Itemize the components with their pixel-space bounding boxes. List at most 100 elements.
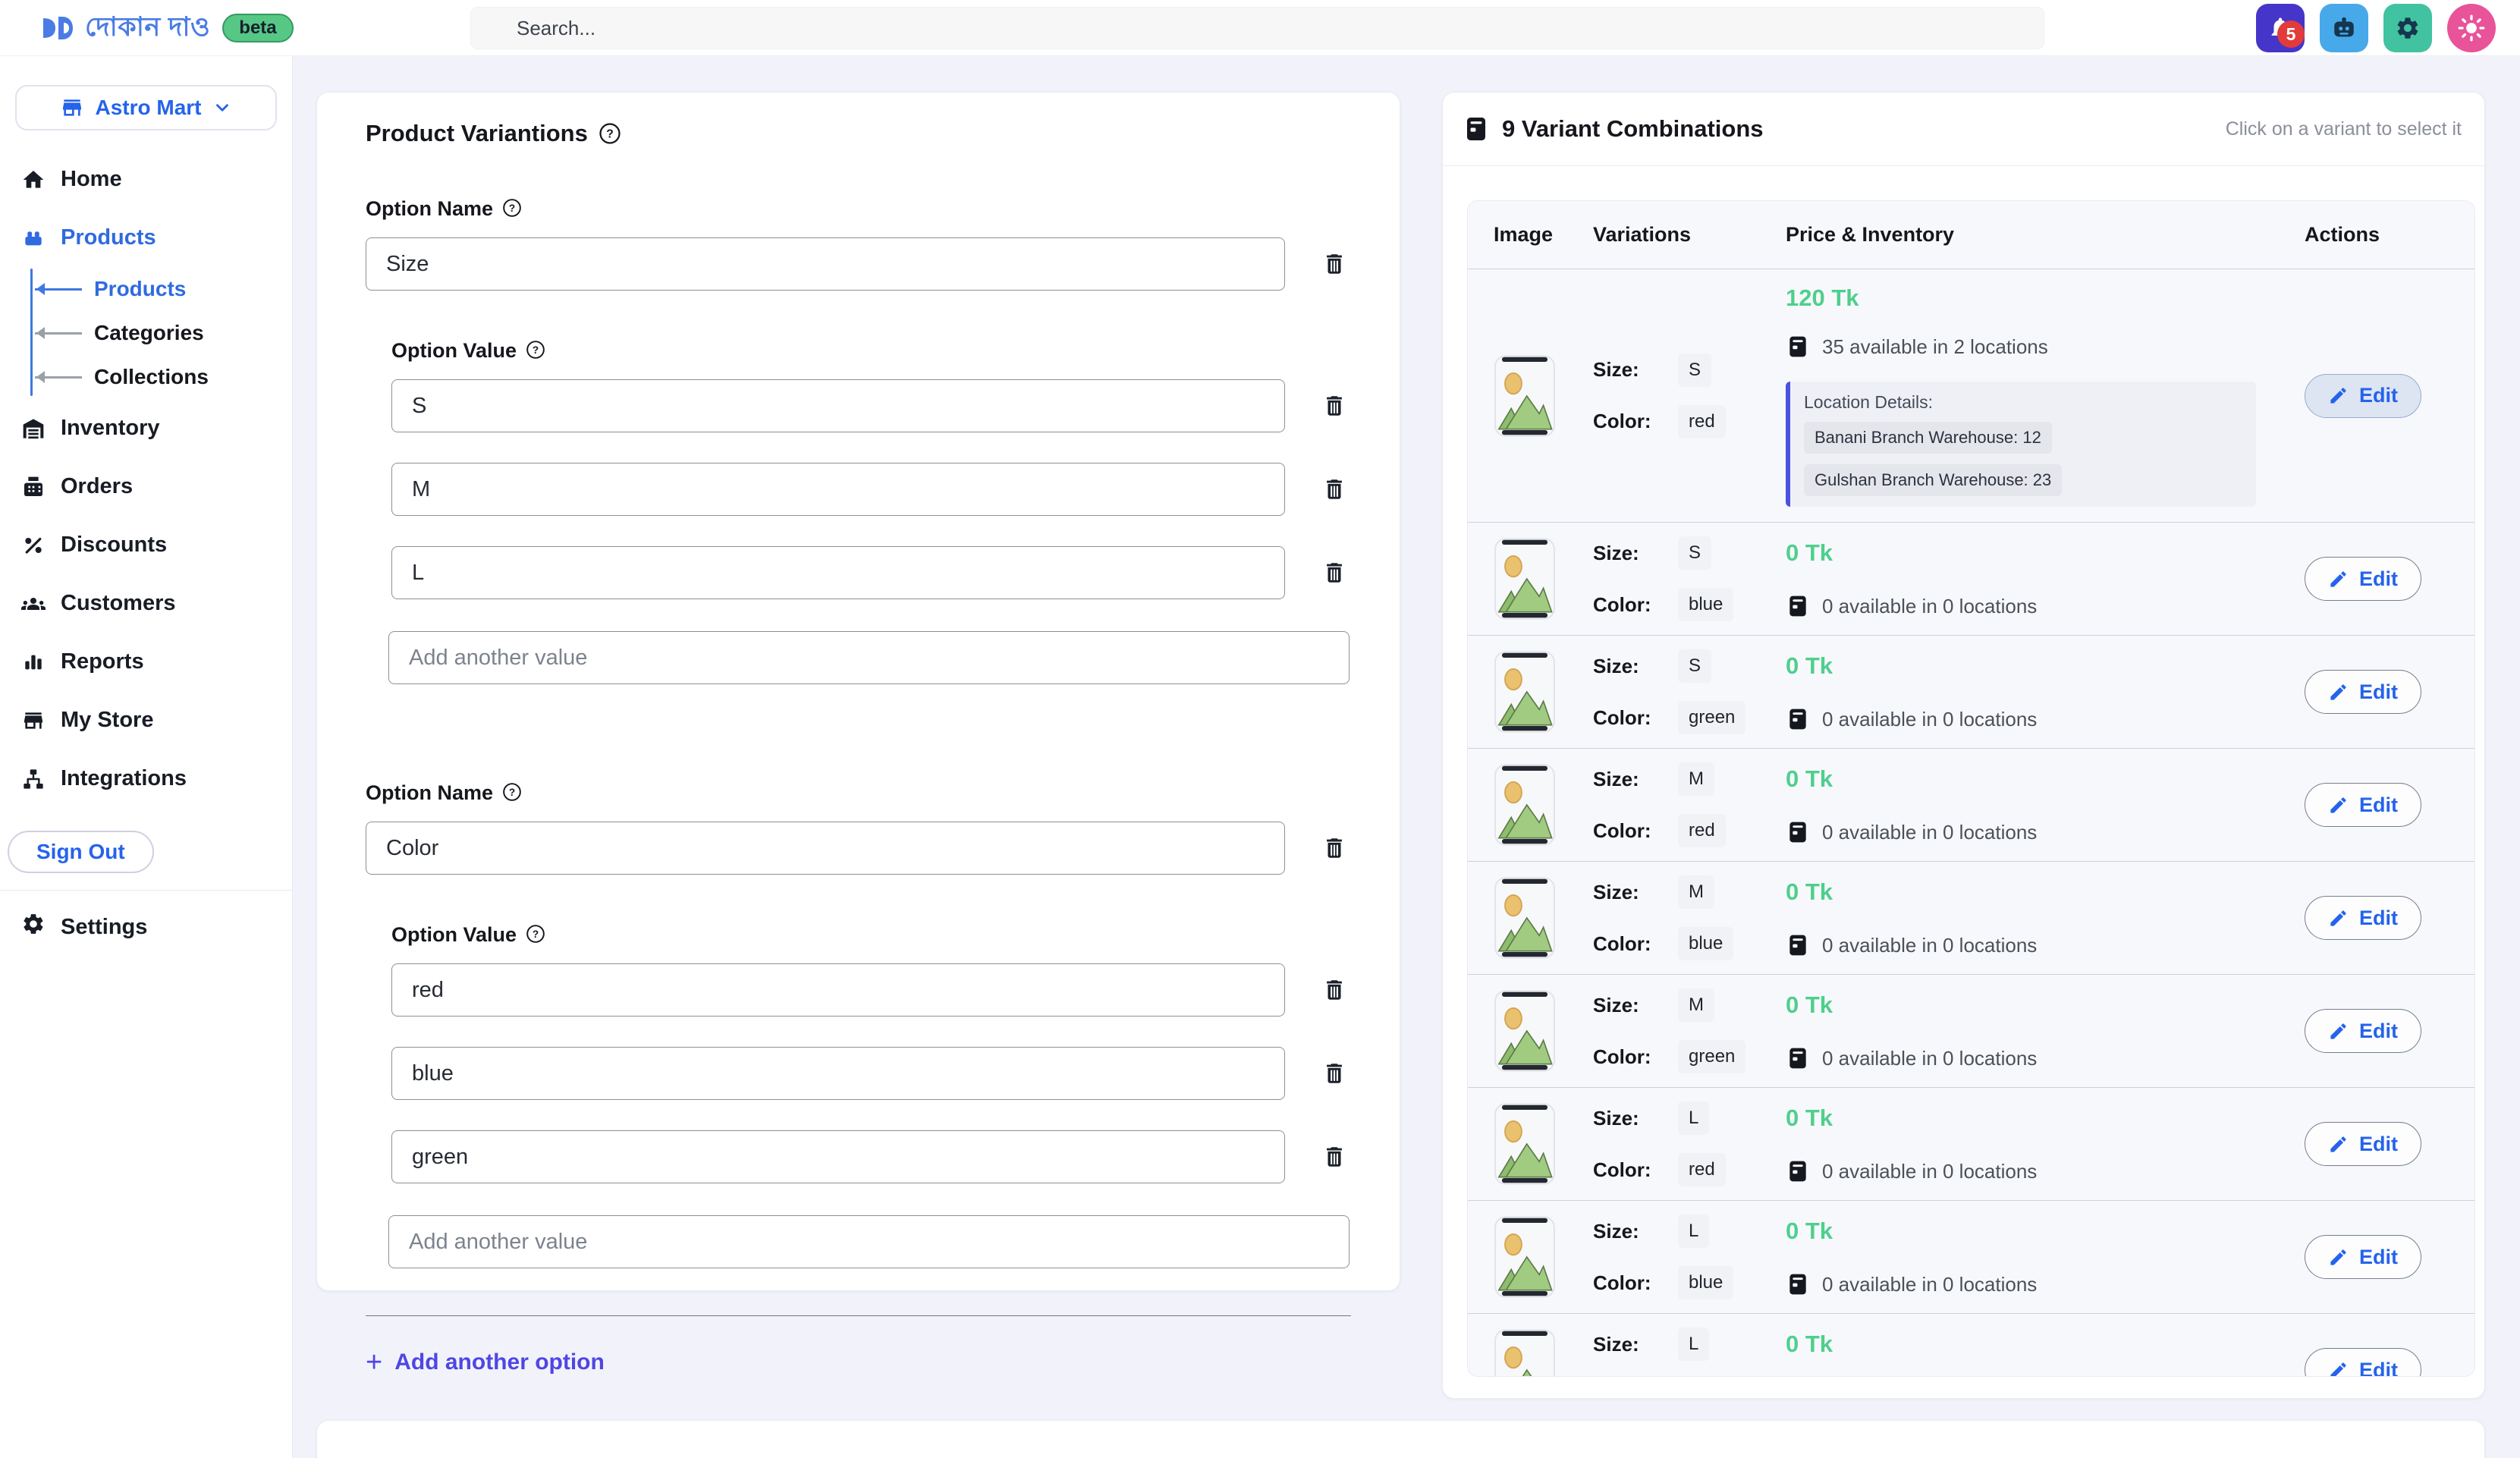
size-label: Size: (1593, 993, 1639, 1017)
variant-row[interactable]: Size: M Color: blue 0 Tk 0 available in … (1468, 861, 2474, 974)
store-selector[interactable]: Astro Mart (15, 85, 277, 130)
edit-variant-button[interactable]: Edit (2305, 1348, 2421, 1376)
search-input[interactable] (470, 7, 2044, 49)
delete-value-button[interactable] (1318, 1141, 1350, 1173)
edit-variant-button[interactable]: Edit (2305, 1122, 2421, 1166)
app-logo[interactable]: দোকান দাও beta (39, 0, 294, 56)
delete-option-button[interactable] (1318, 248, 1350, 280)
ai-assistant-button[interactable] (2320, 4, 2368, 52)
help-icon[interactable]: ? (502, 198, 525, 221)
size-value: M (1678, 762, 1714, 796)
sidebar-item-home[interactable]: Home (0, 150, 292, 209)
option-value-input[interactable] (391, 1047, 1285, 1100)
color-label: Color: (1593, 410, 1651, 432)
variant-row[interactable]: Size: M Color: red 0 Tk 0 available in 0… (1468, 748, 2474, 861)
sidebar-subitem-products[interactable]: Products (0, 267, 292, 311)
archive-box-icon (1789, 709, 1806, 730)
variant-row[interactable]: Size: L Color: red 0 Tk 0 available in 0… (1468, 1087, 2474, 1200)
option-name-input[interactable] (366, 822, 1285, 875)
variant-price: 0 Tk (1786, 1104, 1833, 1131)
sidebar-item-integrations[interactable]: Integrations (0, 749, 292, 808)
add-value-input[interactable] (388, 631, 1350, 684)
archive-box-icon (1789, 336, 1806, 357)
sidebar-subitem-categories[interactable]: Categories (0, 311, 292, 355)
edit-variant-button[interactable]: Edit (2305, 670, 2421, 714)
variant-row[interactable]: Size: L Color: blue 0 Tk 0 available in … (1468, 1200, 2474, 1313)
notifications-button[interactable]: 5 (2256, 4, 2305, 52)
edit-variant-button[interactable]: Edit (2305, 783, 2421, 827)
delete-option-button[interactable] (1318, 832, 1350, 864)
option-value-input[interactable] (391, 546, 1285, 599)
size-value: M (1678, 875, 1714, 909)
add-another-option-button[interactable]: + Add another option (366, 1346, 605, 1378)
variant-row[interactable]: Size: S Color: green 0 Tk 0 available in… (1468, 635, 2474, 748)
sidebar-item-products[interactable]: Products (0, 209, 292, 267)
option-value-input[interactable] (391, 379, 1285, 432)
availability-text: 0 available in 0 locations (1822, 1272, 2038, 1296)
trash-icon (1327, 396, 1342, 416)
option-value-input[interactable] (391, 963, 1285, 1017)
option-name-input[interactable] (366, 237, 1285, 291)
variant-row[interactable]: Size: L Color: green 0 Tk 0 available in… (1468, 1313, 2474, 1376)
price-inventory-cell: 0 Tk 0 available in 0 locations (1786, 1089, 2305, 1199)
sidebar-item-discounts[interactable]: Discounts (0, 516, 292, 574)
size-value: L (1678, 1328, 1710, 1361)
color-label: Color: (1593, 932, 1651, 955)
storefront-icon (21, 709, 46, 733)
variant-price: 0 Tk (1786, 1218, 1833, 1244)
sidebar-subitem-collections[interactable]: Collections (0, 355, 292, 399)
edit-variant-button[interactable]: Edit (2305, 1235, 2421, 1279)
quick-settings-button[interactable] (2383, 4, 2432, 52)
theme-toggle-button[interactable] (2447, 4, 2496, 52)
add-value-input[interactable] (388, 1215, 1350, 1268)
size-value: S (1678, 649, 1712, 683)
delete-value-button[interactable] (1318, 390, 1350, 422)
option-value-input[interactable] (391, 1130, 1285, 1183)
actions-cell: Edit (2305, 373, 2456, 418)
availability-text: 0 available in 0 locations (1822, 1046, 2038, 1070)
variant-row[interactable]: Size: M Color: green 0 Tk 0 available in… (1468, 974, 2474, 1087)
pencil-icon (2330, 683, 2346, 700)
edit-variant-button[interactable]: Edit (2305, 557, 2421, 601)
sidebar-item-reports[interactable]: Reports (0, 633, 292, 691)
sign-out-button[interactable]: Sign Out (8, 831, 154, 873)
chevron-down-icon (215, 104, 228, 112)
sidebar-item-inventory[interactable]: Inventory (0, 399, 292, 457)
edit-variant-button[interactable]: Edit (2305, 1009, 2421, 1053)
edit-variant-button[interactable]: Edit (2305, 896, 2421, 940)
sidebar-item-orders[interactable]: Orders (0, 457, 292, 516)
help-icon[interactable]: ? (526, 924, 548, 947)
option-name-label: Option Name (366, 197, 494, 220)
trash-icon (1327, 1147, 1342, 1167)
gear-icon (21, 912, 46, 942)
help-icon[interactable]: ? (526, 340, 548, 363)
svg-text:?: ? (606, 128, 614, 141)
edit-variant-button[interactable]: Edit (2305, 373, 2421, 418)
location-details-label: Location Details: (1804, 392, 1934, 412)
help-icon[interactable]: ? (502, 782, 525, 805)
variant-attributes: Size: M Color: blue (1593, 875, 1786, 960)
color-label: Color: (1593, 819, 1651, 842)
variant-image-cell (1494, 989, 1593, 1073)
delete-value-button[interactable] (1318, 557, 1350, 589)
sidebar-item-customers[interactable]: Customers (0, 574, 292, 633)
variant-attributes: Size: M Color: red (1593, 762, 1786, 847)
sidebar-item-settings[interactable]: Settings (0, 904, 292, 950)
option-value-input[interactable] (391, 463, 1285, 516)
help-icon[interactable]: ? (599, 122, 621, 145)
size-value: L (1678, 1101, 1710, 1135)
delete-value-button[interactable] (1318, 1057, 1350, 1089)
variant-row[interactable]: Size: S Color: red 120 Tk 35 available i… (1468, 269, 2474, 522)
percent-icon (21, 533, 46, 558)
logo-text: দোকান দাও (85, 11, 211, 42)
variant-image-cell (1494, 763, 1593, 847)
sidebar-item-my-store[interactable]: My Store (0, 691, 292, 749)
tree-branch-icon (35, 282, 82, 295)
delete-value-button[interactable] (1318, 473, 1350, 505)
variant-row[interactable]: Size: S Color: blue 0 Tk 0 available in … (1468, 522, 2474, 635)
price-inventory-cell: 0 Tk 0 available in 0 locations (1786, 750, 2305, 859)
actions-cell: Edit (2305, 1235, 2456, 1279)
trash-icon (1327, 980, 1342, 1000)
size-value: M (1678, 988, 1714, 1022)
delete-value-button[interactable] (1318, 974, 1350, 1006)
